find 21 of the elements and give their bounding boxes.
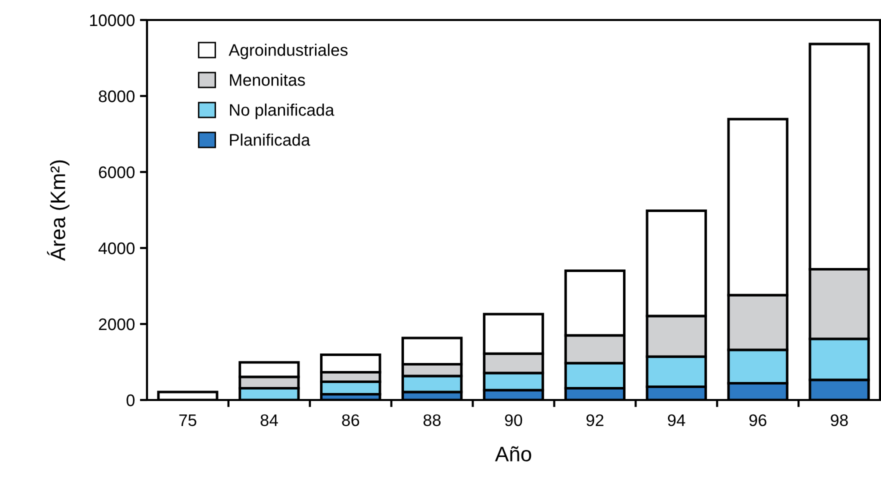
y-axis-title: Área (Km²) (47, 160, 70, 261)
legend-label: Agroindustriales (228, 44, 348, 60)
x-tick-label: 86 (342, 414, 360, 426)
legend-label: Planificada (230, 134, 310, 146)
x-tick-label: 88 (424, 414, 441, 426)
x-tick-label: 90 (505, 414, 522, 426)
x-tick-label: 92 (586, 414, 604, 426)
x-axis-title: Año (495, 446, 532, 462)
y-tick-label: 0 (126, 394, 135, 406)
y-tick-label: 2000 (98, 318, 135, 330)
y-tick-label: 4000 (98, 242, 135, 254)
x-tick-label: 98 (830, 414, 848, 426)
x-tick-label: 75 (179, 414, 196, 426)
y-tick-label: 10000 (90, 14, 135, 26)
y-tick-label: 6000 (98, 166, 135, 178)
x-tick-label: 84 (260, 414, 278, 426)
x-tick-label: 94 (668, 414, 686, 426)
y-tick-label: 8000 (98, 90, 135, 102)
legend-label: Menonitas (230, 74, 305, 86)
x-tick-label: 96 (749, 414, 766, 426)
legend-label: No planificada (230, 104, 334, 120)
